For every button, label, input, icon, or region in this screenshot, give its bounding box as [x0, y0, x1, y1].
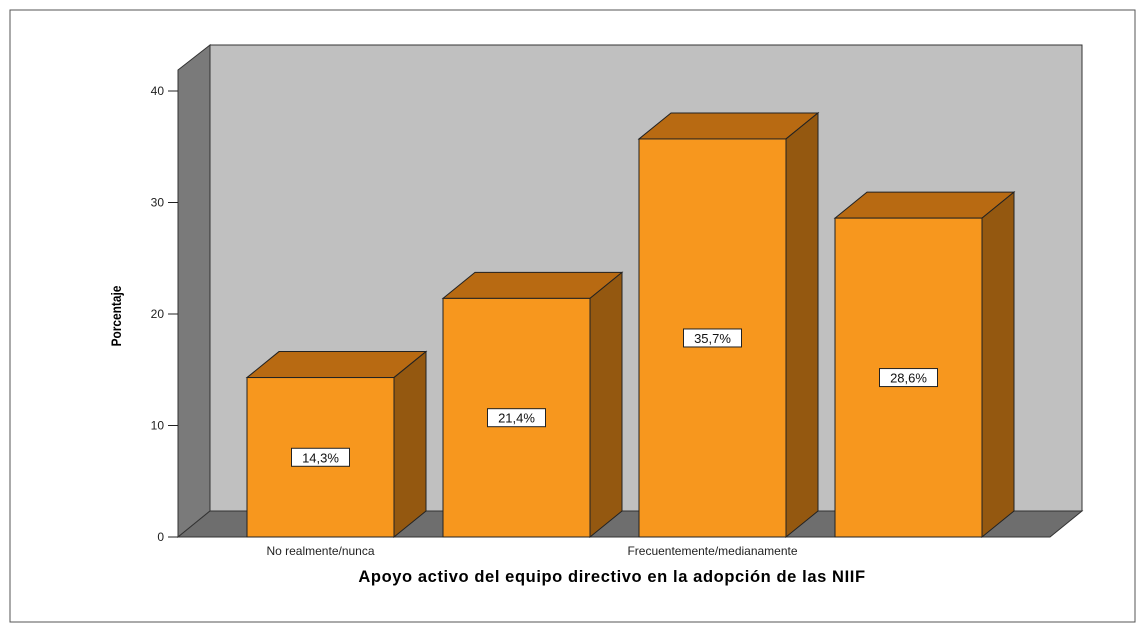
data-label-box — [291, 447, 350, 467]
bar-side-face — [393, 350, 427, 539]
bar-side-face — [785, 111, 819, 539]
side-wall — [177, 43, 211, 539]
bar: 21,4% — [441, 271, 624, 539]
bar: 35,7% — [637, 111, 820, 539]
data-label-box — [487, 408, 546, 428]
bar-front-face — [834, 217, 983, 538]
bar-side-face — [981, 191, 1015, 539]
x-tick-label: No realmente/nunca — [266, 544, 374, 558]
data-label: 14,3% — [302, 450, 339, 465]
y-tick-label: 10 — [151, 419, 165, 433]
data-label-box — [683, 328, 742, 348]
data-label: 21,4% — [498, 411, 535, 426]
x-tick-label: Frecuentemente/medianamente — [627, 544, 797, 558]
data-label-box — [879, 368, 938, 388]
data-label: 28,6% — [890, 371, 927, 386]
bar: 28,6% — [833, 191, 1016, 539]
bar-side-face — [589, 271, 623, 539]
y-tick-label: 0 — [157, 530, 164, 544]
x-axis-title: Apoyo activo del equipo directivo en la … — [358, 568, 865, 586]
y-tick-label: 30 — [151, 196, 165, 210]
y-tick-label: 20 — [151, 307, 165, 321]
bar: 14,3% — [245, 350, 428, 539]
y-tick-label: 40 — [151, 84, 165, 98]
data-label: 35,7% — [694, 331, 731, 346]
y-axis-title: Porcentaje — [108, 286, 124, 347]
